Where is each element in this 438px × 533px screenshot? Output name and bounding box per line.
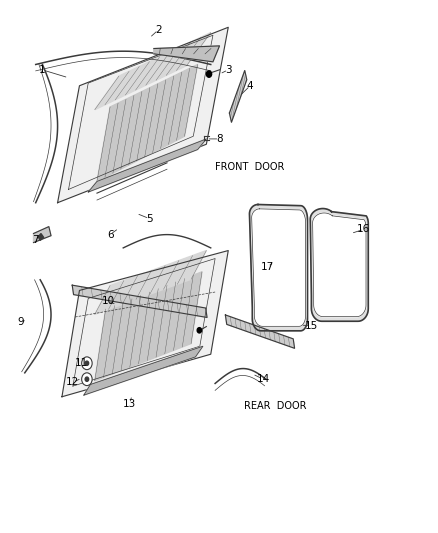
Text: 9: 9 (17, 317, 24, 327)
Text: 5: 5 (146, 214, 152, 224)
Polygon shape (84, 346, 202, 395)
Polygon shape (249, 205, 307, 331)
Text: 13: 13 (123, 399, 136, 409)
Text: 1: 1 (39, 65, 46, 75)
Text: 15: 15 (304, 321, 317, 331)
Polygon shape (62, 251, 228, 397)
Text: 16: 16 (357, 224, 370, 235)
Polygon shape (88, 139, 206, 192)
Polygon shape (310, 208, 367, 321)
Polygon shape (38, 233, 43, 240)
Text: 7: 7 (32, 235, 39, 245)
Polygon shape (229, 70, 246, 122)
Circle shape (85, 361, 88, 366)
Polygon shape (33, 227, 51, 243)
Polygon shape (95, 272, 201, 381)
Text: 14: 14 (256, 374, 269, 384)
Text: 4: 4 (246, 81, 253, 91)
Text: 12: 12 (66, 377, 79, 387)
Polygon shape (95, 33, 210, 110)
Text: 2: 2 (155, 25, 161, 35)
Polygon shape (312, 213, 365, 317)
Text: 3: 3 (224, 65, 231, 75)
Text: 10: 10 (101, 296, 114, 306)
Text: 11: 11 (75, 358, 88, 368)
Text: FRONT  DOOR: FRONT DOOR (215, 161, 284, 172)
Text: 8: 8 (215, 134, 223, 144)
Polygon shape (57, 27, 228, 203)
Polygon shape (225, 315, 294, 348)
Polygon shape (251, 209, 305, 326)
Polygon shape (97, 64, 197, 181)
Text: 6: 6 (106, 230, 113, 240)
Circle shape (85, 377, 88, 381)
Circle shape (81, 357, 92, 369)
Text: REAR  DOOR: REAR DOOR (243, 401, 305, 411)
Circle shape (81, 373, 92, 385)
Polygon shape (153, 46, 219, 62)
Circle shape (197, 328, 201, 333)
Text: 17: 17 (261, 262, 274, 271)
Polygon shape (95, 251, 206, 314)
Polygon shape (72, 285, 207, 318)
Circle shape (206, 71, 211, 77)
